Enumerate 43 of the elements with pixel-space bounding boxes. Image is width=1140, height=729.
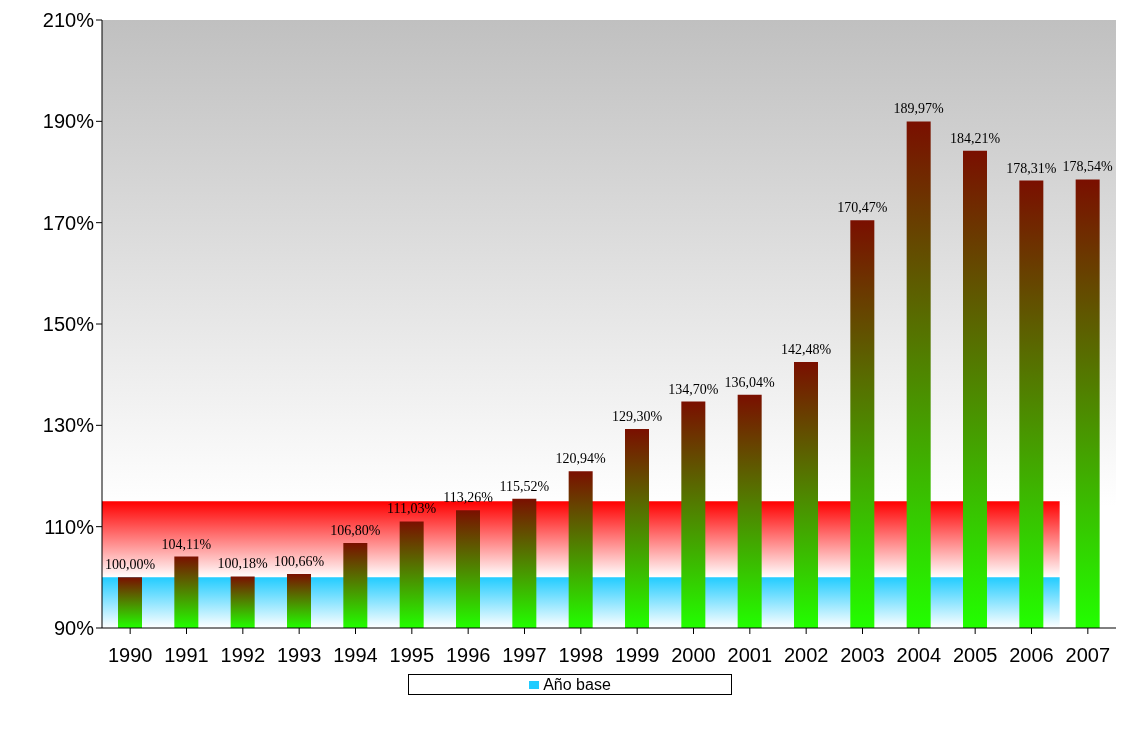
data-label: 136,04% — [724, 374, 776, 390]
x-tick-label: 1990 — [107, 644, 153, 667]
data-label: 111,03% — [387, 501, 437, 517]
x-tick-label: 2004 — [896, 644, 942, 667]
x-tick-label: 1999 — [614, 644, 660, 667]
data-label: 100,00% — [104, 557, 156, 573]
data-label: 170,47% — [837, 200, 888, 216]
data-label: 134,70% — [668, 381, 719, 397]
data-label: 106,80% — [330, 522, 381, 538]
x-tick-label: 1993 — [276, 644, 322, 667]
y-tick-label: 210% — [42, 9, 95, 32]
data-label: 142,48% — [780, 342, 832, 358]
y-tick-label: 130% — [42, 414, 95, 437]
legend-label: Año base — [543, 676, 611, 694]
x-tick-label: 2002 — [783, 644, 829, 667]
x-tick-label: 2000 — [671, 644, 716, 667]
data-label: 100,66% — [273, 553, 325, 569]
data-label: 184,21% — [949, 130, 1001, 146]
data-label: 189,97% — [893, 101, 945, 117]
y-tick-label: 150% — [42, 313, 95, 336]
x-tick-label: 1998 — [558, 644, 604, 667]
x-tick-label: 1996 — [445, 644, 491, 667]
x-tick-label: 1995 — [389, 644, 435, 667]
x-tick-label: 2003 — [840, 644, 885, 667]
x-tick-label: 2005 — [952, 644, 998, 667]
x-tick-label: 2001 — [727, 644, 773, 667]
data-label: 100,18% — [217, 556, 269, 572]
data-label: 120,94% — [555, 451, 607, 467]
x-tick-label: 1997 — [502, 644, 547, 667]
data-label: 104,11% — [161, 536, 212, 552]
y-tick-label: 190% — [42, 110, 95, 133]
data-label: 178,31% — [1006, 160, 1057, 176]
data-label: 115,52% — [499, 478, 550, 494]
x-tick-label: 1991 — [164, 644, 209, 667]
y-tick-label: 90% — [53, 617, 95, 640]
data-label: 129,30% — [611, 408, 663, 424]
x-tick-label: 2006 — [1009, 644, 1054, 667]
y-tick-label: 170% — [42, 211, 95, 234]
x-tick-label: 2007 — [1065, 644, 1111, 667]
data-label: 178,54% — [1062, 159, 1114, 175]
x-tick-label: 1994 — [333, 644, 378, 667]
y-tick-label: 110% — [44, 515, 95, 538]
x-tick-label: 1992 — [220, 644, 266, 667]
